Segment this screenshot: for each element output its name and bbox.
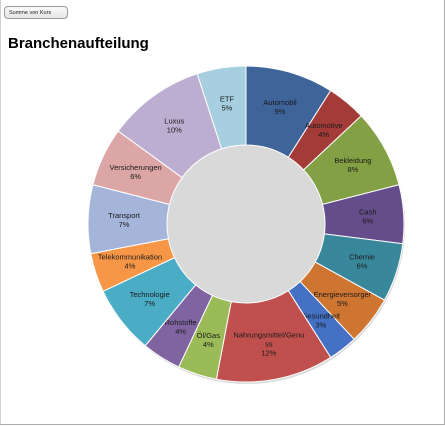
slice-label-energieversorger: Energieversorger 5% xyxy=(314,290,372,308)
slice-label-transport: Transport 7% xyxy=(108,211,141,229)
slice-label-telekommunikation: Telekommunikation 4% xyxy=(98,253,162,271)
slice-label-l-gas: Öl/Gas 4% xyxy=(197,331,221,349)
slice-etf[interactable] xyxy=(196,65,247,150)
slice-label-rohstoffe: Rohstoffe 4% xyxy=(165,318,197,336)
slice-label-automobil: Automobil 9% xyxy=(263,98,297,116)
slice-label-chemie: Chemie 6% xyxy=(349,253,375,271)
slice-label-etf: ETF 5% xyxy=(220,95,235,113)
slice-label-cash: Cash 6% xyxy=(359,207,377,225)
slice-label-bekleidung: Bekleidung 8% xyxy=(334,156,371,174)
slice-label-gesundheit: Gesundheit 3% xyxy=(302,311,341,329)
chart-title: Branchenaufteilung xyxy=(8,35,149,52)
slice-label-technologie: Technologie 7% xyxy=(130,290,170,308)
slice-label-nahrungsmittel-genuss: Nahrungsmittel/Genu ss 12% xyxy=(233,330,304,357)
field-button-summe-von-kurs[interactable]: Summe von Kurs xyxy=(4,6,68,19)
slice-label-luxus: Luxus 10% xyxy=(164,116,184,134)
slice-label-versicherungen: Versicherungen 6% xyxy=(110,163,162,181)
slice-label-automotive: Automotive 4% xyxy=(305,121,343,139)
